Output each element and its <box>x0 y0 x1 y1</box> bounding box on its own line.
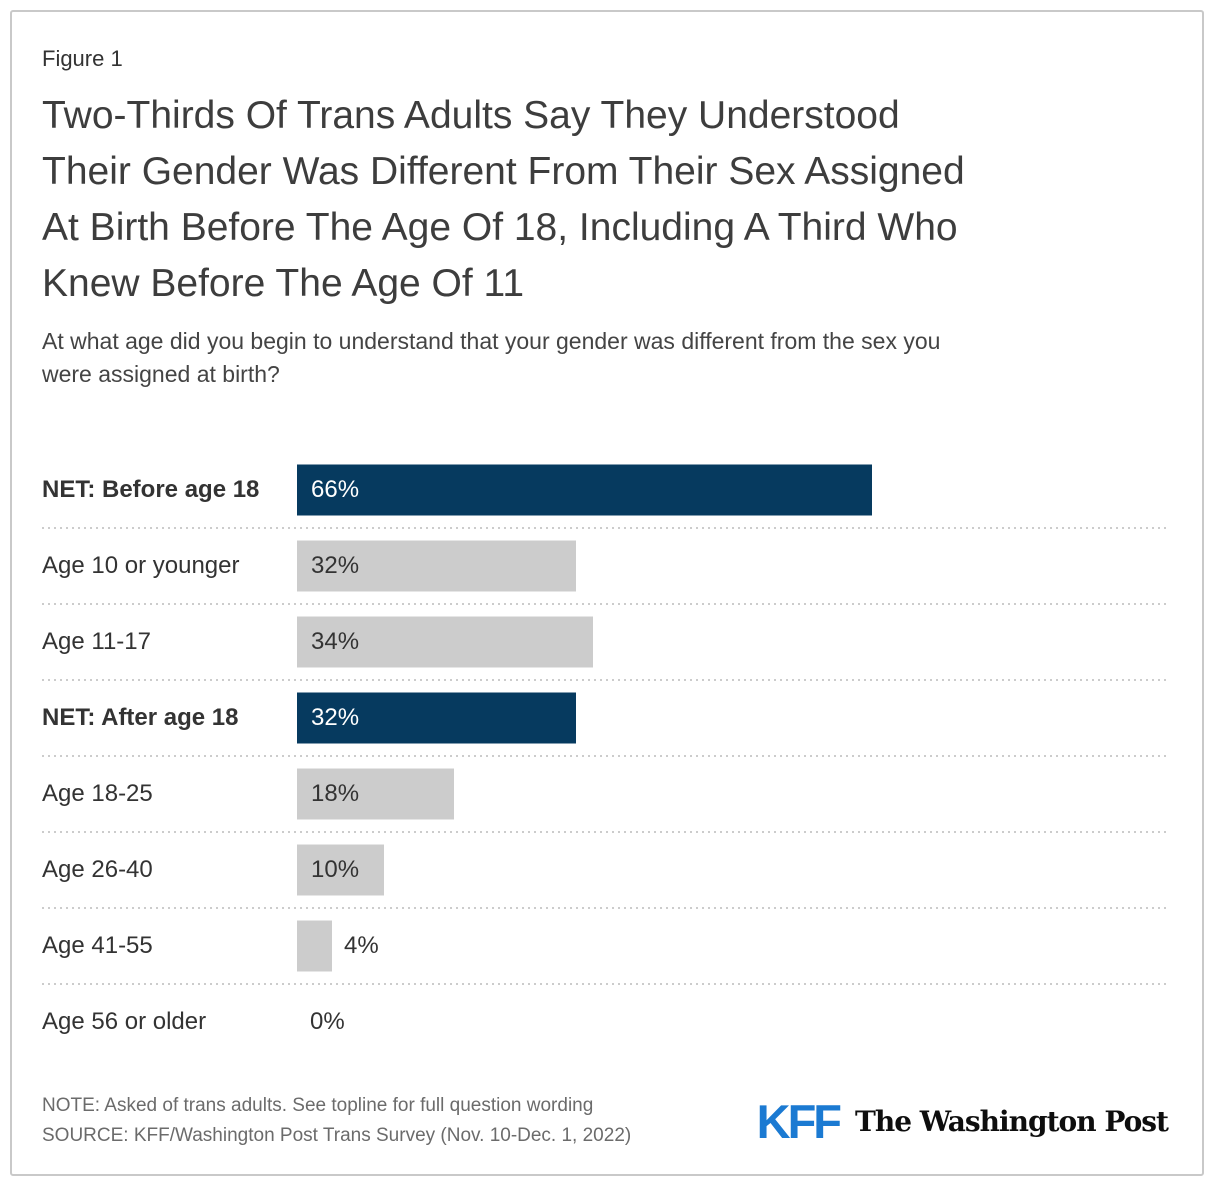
row-divider <box>42 755 1168 757</box>
chart-row: Age 10 or younger 32% <box>42 529 1168 603</box>
chart-title-line: Two-Thirds Of Trans Adults Say They Unde… <box>42 94 900 137</box>
bar-value-label: 32% <box>311 704 360 731</box>
washington-post-logo: The Washington Post <box>855 1104 1169 1138</box>
chart-row: Age 11-17 34% <box>42 605 1168 679</box>
row-divider <box>42 679 1168 681</box>
chart-title: Two-Thirds Of Trans Adults Say They Unde… <box>42 88 1172 312</box>
chart-row: Age 56 or older 0% <box>42 985 1168 1059</box>
bar-value-label: 32% <box>311 552 360 579</box>
footer-notes: NOTE: Asked of trans adults. See topline… <box>42 1091 631 1151</box>
bar <box>297 540 576 592</box>
bar-track: 0% <box>297 985 1168 1059</box>
bar-value-label: 4% <box>344 932 379 959</box>
figure-card: Figure 1 Two-Thirds Of Trans Adults Say … <box>10 10 1204 1176</box>
bar <box>297 616 593 668</box>
bar <box>297 844 384 896</box>
row-label: NET: After age 18 <box>42 704 239 731</box>
bar-value-label: 66% <box>311 476 360 503</box>
chart-subtitle-line: At what age did you begin to understand … <box>42 328 941 354</box>
row-divider <box>42 831 1168 833</box>
row-label: Age 41-55 <box>42 932 153 959</box>
chart-row: Age 41-55 4% <box>42 909 1168 983</box>
row-divider <box>42 907 1168 909</box>
row-label: Age 26-40 <box>42 856 153 883</box>
bar <box>297 920 332 972</box>
bar-track: 32% <box>297 529 1168 603</box>
row-divider <box>42 603 1168 605</box>
bar-track: 66% <box>297 453 1168 527</box>
chart-row: NET: Before age 18 66% <box>42 453 1168 527</box>
bar-track: 34% <box>297 605 1168 679</box>
bar-track: 10% <box>297 833 1168 907</box>
bar-value-label: 18% <box>311 780 360 807</box>
row-label: Age 56 or older <box>42 1008 207 1035</box>
bar-track: 32% <box>297 681 1168 755</box>
footer: NOTE: Asked of trans adults. See topline… <box>42 1091 1169 1151</box>
note-text: NOTE: Asked of trans adults. See topline… <box>42 1095 594 1116</box>
row-label: NET: Before age 18 <box>42 476 260 503</box>
chart-subtitle-line: were assigned at birth? <box>42 361 280 387</box>
row-label: Age 11-17 <box>42 628 151 655</box>
row-label: Age 10 or younger <box>42 552 240 579</box>
row-divider <box>42 527 1168 529</box>
bar-track: 4% <box>297 909 1168 983</box>
row-label: Age 18-25 <box>42 780 153 807</box>
source-text: SOURCE: KFF/Washington Post Trans Survey… <box>42 1125 632 1146</box>
bar-chart: NET: Before age 18 66% Age 10 or younger 32… <box>42 453 1168 1059</box>
row-divider <box>42 983 1168 985</box>
bar <box>297 768 454 820</box>
bar-value-label: 0% <box>310 1008 345 1035</box>
chart-row: Age 18-25 18% <box>42 757 1168 831</box>
bar-track: 18% <box>297 757 1168 831</box>
bar <box>297 464 872 516</box>
chart-row: Age 26-40 10% <box>42 833 1168 907</box>
figure-label: Figure 1 <box>42 46 123 71</box>
chart-title-line: Their Gender Was Different From Their Se… <box>42 150 965 193</box>
bar-value-label: 34% <box>311 628 360 655</box>
bar-value-label: 10% <box>311 856 360 883</box>
chart-subtitle: At what age did you begin to understand … <box>42 325 1172 391</box>
bar <box>297 692 576 744</box>
kff-logo: KFF <box>756 1094 842 1148</box>
footer-logos: KFF The Washington Post <box>756 1094 1169 1148</box>
chart-row: NET: After age 18 32% <box>42 681 1168 755</box>
chart-title-line: At Birth Before The Age Of 18, Including… <box>42 206 958 249</box>
chart-title-line: Knew Before The Age Of 11 <box>42 262 525 305</box>
